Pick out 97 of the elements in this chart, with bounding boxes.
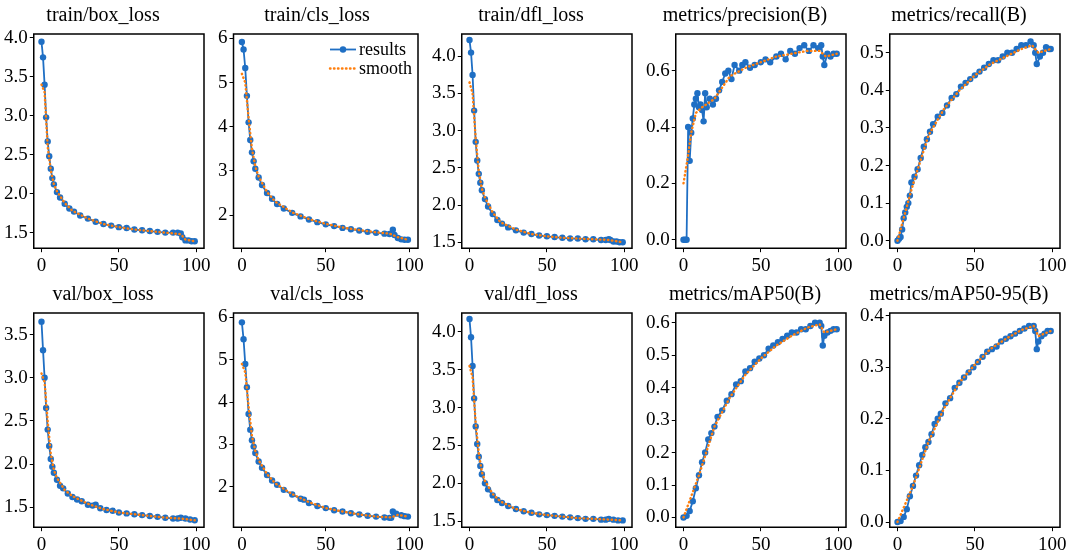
y-tick-label: 0.0 [646, 227, 670, 249]
y-tick-label: 3.0 [4, 103, 28, 125]
y-tick-label: 2.0 [432, 471, 456, 493]
x-tick-label: 50 [316, 532, 336, 554]
chart-title: metrics/recall(B) [891, 3, 1027, 27]
y-tick-label: 0.3 [646, 408, 670, 430]
y-tick-label: 2.0 [432, 193, 456, 215]
x-tick-label: 0 [237, 253, 247, 275]
y-tick-label: 3 [218, 158, 228, 180]
y-tick-label: 0.0 [860, 228, 884, 250]
y-tick-label: 3.0 [432, 118, 456, 140]
y-tick-label: 1.5 [432, 509, 456, 531]
y-tick-label: 2 [218, 203, 228, 225]
y-tick-label: 0.1 [860, 458, 884, 480]
y-tick-label: 0.2 [860, 153, 884, 175]
y-tick-label: 6 [218, 26, 228, 48]
x-tick-label: 50 [965, 532, 985, 554]
x-tick-label: 50 [965, 253, 985, 275]
x-tick-label: 100 [610, 253, 639, 275]
y-tick-label: 0.3 [860, 115, 884, 137]
y-tick-label: 5 [218, 70, 228, 92]
y-tick-label: 0.1 [860, 191, 884, 213]
y-tick-label: 2.0 [4, 452, 28, 474]
y-tick-label: 3.5 [4, 64, 28, 86]
y-tick-label: 5 [218, 347, 228, 369]
x-tick-label: 0 [892, 532, 903, 554]
chart-title: metrics/mAP50-95(B) [869, 282, 1049, 306]
y-tick-label: 0.5 [646, 343, 670, 365]
x-tick-label: 0 [237, 532, 247, 554]
chart-title: metrics/precision(B) [662, 3, 828, 27]
x-tick-label: 100 [395, 532, 424, 554]
x-tick-label: 0 [36, 253, 47, 275]
y-tick-label: 4 [218, 390, 228, 412]
y-tick-label: 0.6 [646, 58, 670, 80]
x-tick-label: 0 [464, 532, 475, 554]
y-tick-label: 2.0 [4, 181, 28, 203]
x-tick-label: 100 [1038, 532, 1067, 554]
y-tick-label: 2.5 [432, 433, 456, 455]
y-tick-label: 0.2 [646, 171, 670, 193]
y-tick-label: 3.5 [432, 81, 456, 103]
y-tick-label: 0.4 [860, 303, 885, 325]
chart-title: val/cls_loss [270, 282, 364, 305]
y-tick-label: 3.0 [432, 395, 456, 417]
x-tick-label: 50 [109, 532, 129, 554]
y-tick-label: 1.5 [4, 495, 28, 517]
x-tick-label: 0 [464, 253, 475, 275]
y-tick-label: 4 [218, 114, 228, 136]
chart-title: train/box_loss [46, 3, 160, 26]
y-tick-label: 0.1 [646, 472, 670, 494]
x-tick-label: 0 [892, 253, 903, 275]
x-tick-label: 50 [109, 253, 129, 275]
chart-title: val/dfl_loss [484, 282, 578, 305]
chart-title: metrics/mAP50(B) [668, 282, 822, 306]
y-tick-label: 0.2 [646, 440, 670, 462]
x-tick-label: 50 [537, 532, 557, 554]
legend-label: smooth [358, 58, 413, 79]
y-tick-label: 0.4 [646, 375, 671, 397]
y-tick-label: 3 [218, 432, 228, 454]
x-tick-label: 50 [316, 253, 336, 275]
x-tick-label: 50 [537, 253, 557, 275]
x-tick-label: 50 [751, 532, 771, 554]
y-tick-label: 1.5 [432, 230, 456, 252]
y-tick-label: 2.5 [432, 155, 456, 177]
chart-title: val/box_loss [52, 282, 154, 305]
y-tick-label: 0.6 [646, 310, 670, 332]
x-tick-label: 100 [824, 253, 853, 275]
y-tick-label: 0.4 [860, 78, 885, 100]
x-tick-label: 100 [182, 532, 211, 554]
x-tick-label: 100 [824, 532, 853, 554]
y-tick-label: 2 [218, 474, 228, 496]
y-tick-label: 3.5 [4, 322, 28, 344]
y-tick-label: 1.5 [4, 220, 28, 242]
y-tick-label: 0.0 [860, 510, 884, 532]
x-tick-label: 50 [751, 253, 771, 275]
y-tick-label: 0.5 [860, 40, 884, 62]
x-tick-label: 0 [36, 532, 47, 554]
y-tick-label: 2.5 [4, 408, 28, 430]
x-tick-label: 100 [610, 532, 639, 554]
legend-label: results [358, 39, 406, 60]
x-tick-label: 0 [678, 532, 689, 554]
y-tick-label: 3.5 [432, 357, 456, 379]
x-tick-label: 100 [1038, 253, 1067, 275]
y-tick-label: 4.0 [4, 25, 28, 47]
chart-title: train/dfl_loss [478, 3, 584, 26]
x-tick-label: 100 [395, 253, 424, 275]
y-tick-label: 2.5 [4, 142, 28, 164]
y-tick-label: 4.0 [432, 44, 456, 66]
y-tick-label: 6 [218, 305, 228, 327]
x-tick-label: 100 [182, 253, 211, 275]
y-tick-label: 0.2 [860, 406, 884, 428]
chart-title: train/cls_loss [264, 3, 370, 26]
x-tick-label: 0 [678, 253, 689, 275]
y-tick-label: 3.0 [4, 365, 28, 387]
y-tick-label: 0.4 [646, 114, 671, 136]
y-tick-label: 0.0 [646, 505, 670, 527]
y-tick-label: 4.0 [432, 319, 456, 341]
y-tick-label: 0.3 [860, 355, 884, 377]
